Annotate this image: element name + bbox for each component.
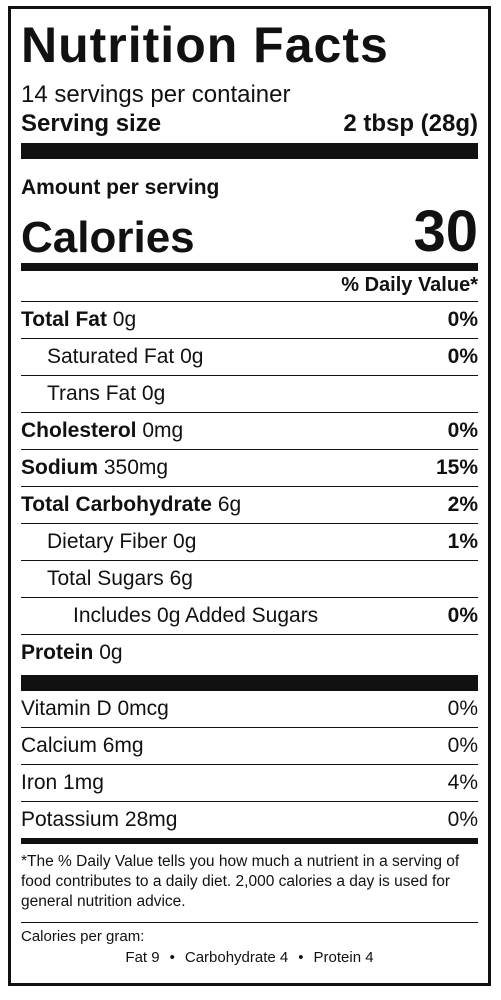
fat-calories: Fat 9	[125, 949, 160, 966]
nutrient-dv: 1%	[447, 530, 478, 553]
carbohydrate-calories: Carbohydrate 4	[184, 949, 289, 966]
nutrient-name: Cholesterol	[21, 419, 137, 442]
nutrient-name: Sodium	[21, 456, 98, 479]
amount-per-serving: Amount per serving	[21, 176, 220, 199]
calories-per-gram-label: Calories per gram:	[21, 928, 145, 945]
vitamin-name: Calcium	[21, 734, 97, 757]
vitamin-dv: 4%	[447, 771, 478, 794]
vitamin-amount: 0mcg	[117, 697, 169, 720]
nutrient-name: Saturated Fat	[47, 345, 175, 368]
serving-size-label: Serving size	[21, 110, 162, 137]
protein-calories: Protein 4	[313, 949, 374, 966]
label-title: Nutrition Facts	[21, 17, 389, 73]
nutrient-amount: 6g	[217, 493, 242, 516]
nutrient-dv: 2%	[447, 493, 478, 516]
nutrient-name: Total Fat	[21, 308, 107, 331]
serving-size-value: 2 tbsp (28g)	[343, 110, 478, 137]
separator-dot: •	[169, 949, 175, 966]
calories-row: Calories 30	[21, 201, 478, 263]
calories-value: 30	[413, 199, 478, 264]
vitamin-row: Iron 1mg 4%	[21, 765, 478, 802]
nutrient-dv: 0%	[447, 419, 478, 442]
nutrient-name: Dietary Fiber	[47, 530, 168, 553]
nutrient-row: Trans Fat 0g	[21, 376, 478, 413]
vitamin-amount: 6mg	[102, 734, 144, 757]
separator-dot: •	[298, 949, 304, 966]
vitamin-row: Potassium 28mg 0%	[21, 802, 478, 838]
thick-divider	[21, 143, 478, 159]
thick-divider	[21, 675, 478, 691]
nutrient-amount: 0mg	[142, 419, 184, 442]
vitamin-row: Vitamin D 0mcg 0%	[21, 691, 478, 728]
nutrient-row: Includes 0g Added Sugars 0%	[21, 598, 478, 635]
vitamin-row: Calcium 6mg 0%	[21, 728, 478, 765]
nutrient-name: Total Sugars	[47, 567, 164, 590]
vitamin-dv: 0%	[447, 697, 478, 720]
nutrient-name: Protein	[21, 641, 94, 664]
medium-divider	[21, 838, 478, 844]
vitamin-name: Iron	[21, 771, 58, 794]
nutrient-row: Saturated Fat 0g 0%	[21, 339, 478, 376]
nutrition-facts-label: Nutrition Facts 14 servings per containe…	[8, 6, 491, 986]
nutrient-row: Total Sugars 6g	[21, 561, 478, 598]
nutrient-row: Total Carbohydrate 6g 2%	[21, 487, 478, 524]
calories-label: Calories	[21, 213, 195, 262]
servings-per-container: 14 servings per container	[21, 81, 291, 108]
nutrient-row: Protein 0g	[21, 635, 478, 671]
nutrient-name: Includes 0g Added Sugars	[73, 604, 319, 627]
calories-per-gram-values: Fat 9 • Carbohydrate 4 • Protein 4	[21, 947, 478, 969]
vitamin-name: Vitamin D	[21, 697, 112, 720]
nutrient-dv: 15%	[435, 456, 478, 479]
nutrient-name: Total Carbohydrate	[21, 493, 212, 516]
nutrient-dv: 0%	[447, 604, 478, 627]
nutrient-amount: 0g	[141, 382, 166, 405]
nutrient-dv: 0%	[447, 308, 478, 331]
nutrient-row: Cholesterol 0mg 0%	[21, 413, 478, 450]
nutrient-amount: 0g	[173, 530, 197, 553]
nutrient-row: Total Fat 0g 0%	[21, 302, 478, 339]
nutrient-row: Dietary Fiber 0g 1%	[21, 524, 478, 561]
vitamin-amount: 28mg	[124, 808, 178, 831]
serving-size-row: Serving size 2 tbsp (28g)	[21, 109, 478, 139]
vitamin-name: Potassium	[21, 808, 120, 831]
daily-value-header: % Daily Value*	[21, 271, 478, 302]
medium-divider	[21, 263, 478, 271]
nutrient-row: Sodium 350mg 15%	[21, 450, 478, 487]
nutrient-name: Trans Fat	[47, 382, 137, 405]
daily-value-footnote: *The % Daily Value tells you how much a …	[21, 853, 460, 910]
nutrient-amount: 0g	[112, 308, 137, 331]
vitamin-amount: 1mg	[63, 771, 104, 794]
nutrient-amount: 6g	[169, 567, 193, 590]
vitamin-dv: 0%	[447, 734, 478, 757]
vitamin-dv: 0%	[447, 808, 478, 831]
nutrient-amount: 0g	[99, 641, 123, 664]
nutrient-dv: 0%	[447, 345, 478, 368]
thin-divider	[21, 922, 478, 923]
nutrient-amount: 0g	[180, 345, 204, 368]
nutrient-amount: 350mg	[103, 456, 169, 479]
